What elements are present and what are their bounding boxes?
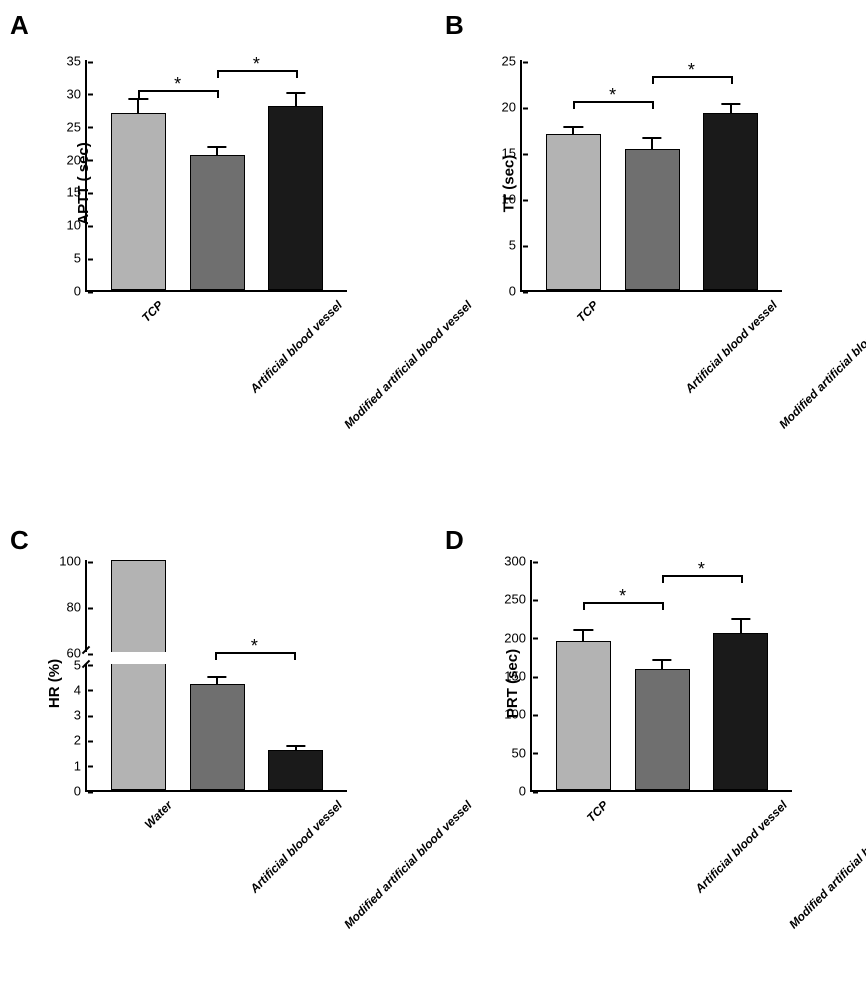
plot-area-B: 0510152025** xyxy=(520,60,782,292)
xlabel-D-1: Artificial blood vessel xyxy=(692,798,790,896)
xlabel-A-1: Artificial blood vessel xyxy=(247,298,345,396)
xlabel-D-0: TCP xyxy=(584,798,611,825)
xlabel-D-2: Modified artificial blood vessel xyxy=(786,798,866,931)
xlabel-A-2: Modified artificial blood vessel xyxy=(341,298,474,431)
bar-D-0 xyxy=(556,641,611,791)
bar-A-2 xyxy=(268,106,323,290)
xlabel-B-2: Modified artificial blood vessel xyxy=(776,298,866,431)
bar-B-0 xyxy=(546,134,601,290)
bar-A-0 xyxy=(111,113,166,290)
bar-B-1 xyxy=(625,149,680,290)
bar-B-2 xyxy=(703,113,758,290)
figure-panels: A05101520253035**APTT ( sec)TCPArtificia… xyxy=(0,0,866,1000)
xlabel-B-0: TCP xyxy=(574,298,601,325)
plot-area-D: 050100150200250300** xyxy=(530,560,792,792)
bar-D-1 xyxy=(635,669,690,790)
bar-D-2 xyxy=(713,633,768,790)
plot-area-A: 05101520253035** xyxy=(85,60,347,292)
bar-A-1 xyxy=(190,155,245,290)
xlabel-B-1: Artificial blood vessel xyxy=(682,298,780,396)
xlabel-A-0: TCP xyxy=(139,298,166,325)
